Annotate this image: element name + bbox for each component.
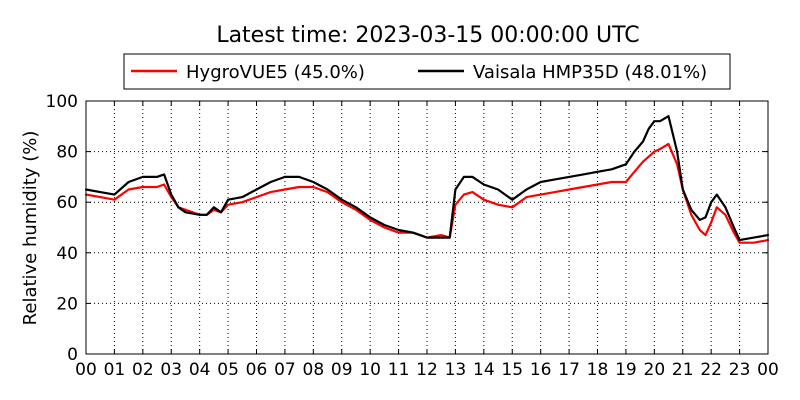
legend: HygroVUE5 (45.0%) Vaisala HMP35D (48.01%… xyxy=(123,53,731,90)
x-tick-label: 07 xyxy=(274,360,296,380)
series-line-vaisala xyxy=(84,115,770,242)
y-tick-label: 100 xyxy=(46,92,78,112)
y-tick-label: 80 xyxy=(56,143,78,163)
x-tick-label: 11 xyxy=(388,360,410,380)
x-tick-label: 05 xyxy=(217,360,239,380)
x-tick-label: 02 xyxy=(132,360,154,380)
legend-label-vaisala: Vaisala HMP35D (48.01%) xyxy=(473,62,707,83)
x-tick-label: 13 xyxy=(445,360,467,380)
series-lines xyxy=(84,115,770,244)
x-tick-label: 23 xyxy=(729,360,751,380)
x-tick-label: 15 xyxy=(501,360,523,380)
chart-title: Latest time: 2023-03-15 00:00:00 UTC xyxy=(216,23,639,48)
plot-area-frame xyxy=(85,100,769,355)
y-tick-label: 20 xyxy=(56,294,78,314)
x-tick-label: 18 xyxy=(587,360,609,380)
x-tick-label: 20 xyxy=(644,360,666,380)
x-tick-label: 00 xyxy=(75,360,97,380)
x-tick-label: 21 xyxy=(672,360,694,380)
x-tick-label: 10 xyxy=(359,360,381,380)
axis-ticks: 00 01 02 03 04 05 06 07 08 09 10 11 12 13 14 15 16 17 18 19… xyxy=(46,92,779,380)
x-tick-label: 16 xyxy=(530,360,552,380)
x-tick-label: 03 xyxy=(160,360,182,380)
x-tick-label: 14 xyxy=(473,360,495,380)
x-tick-label: 09 xyxy=(331,360,353,380)
y-tick-label: 0 xyxy=(67,345,78,365)
x-tick-label: 12 xyxy=(416,360,438,380)
x-tick-label: 22 xyxy=(700,360,722,380)
x-tick-label: 04 xyxy=(189,360,211,380)
x-tick-label: 00 xyxy=(757,360,779,380)
y-axis-label: Relative humidity (%) xyxy=(20,131,41,326)
legend-label-hygrovue5: HygroVUE5 (45.0%) xyxy=(186,62,365,83)
y-tick-label: 40 xyxy=(56,244,78,264)
x-tick-label: 08 xyxy=(303,360,325,380)
x-tick-label: 01 xyxy=(104,360,126,380)
grid xyxy=(86,101,768,354)
y-tick-label: 60 xyxy=(56,193,78,213)
x-tick-label: 06 xyxy=(246,360,268,380)
x-tick-label: 19 xyxy=(615,360,637,380)
x-tick-label: 17 xyxy=(558,360,580,380)
